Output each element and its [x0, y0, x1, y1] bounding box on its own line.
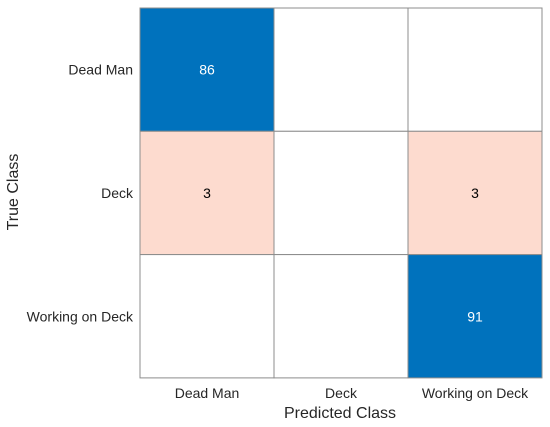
matrix-cell — [407, 7, 543, 132]
y-axis-label: True Class — [5, 154, 22, 231]
cell-value: 91 — [467, 308, 483, 324]
y-tick-label: Working on Deck — [27, 308, 134, 324]
cell-value: 86 — [199, 62, 215, 78]
x-tick-label: Dead Man — [175, 385, 240, 401]
matrix-cell — [273, 130, 409, 256]
x-tick-labels: Dead Man Deck Working on Deck — [175, 385, 529, 401]
x-axis-label: Predicted Class — [284, 405, 396, 422]
matrix-cells — [139, 7, 543, 379]
cell-values: 86 3 3 91 — [199, 62, 483, 325]
y-tick-label: Dead Man — [68, 62, 133, 78]
y-tick-label: Deck — [101, 185, 134, 201]
cell-value: 3 — [471, 185, 479, 201]
matrix-cell — [139, 130, 275, 256]
matrix-cell — [139, 254, 275, 379]
x-tick-label: Deck — [325, 385, 358, 401]
x-tick-label: Working on Deck — [422, 385, 529, 401]
matrix-cell — [407, 254, 543, 379]
y-tick-labels: Dead Man Deck Working on Deck — [27, 62, 134, 325]
cell-value: 3 — [203, 185, 211, 201]
matrix-cell — [273, 7, 409, 132]
matrix-cell — [273, 254, 409, 379]
matrix-cell — [407, 130, 543, 256]
matrix-cell — [139, 7, 275, 132]
